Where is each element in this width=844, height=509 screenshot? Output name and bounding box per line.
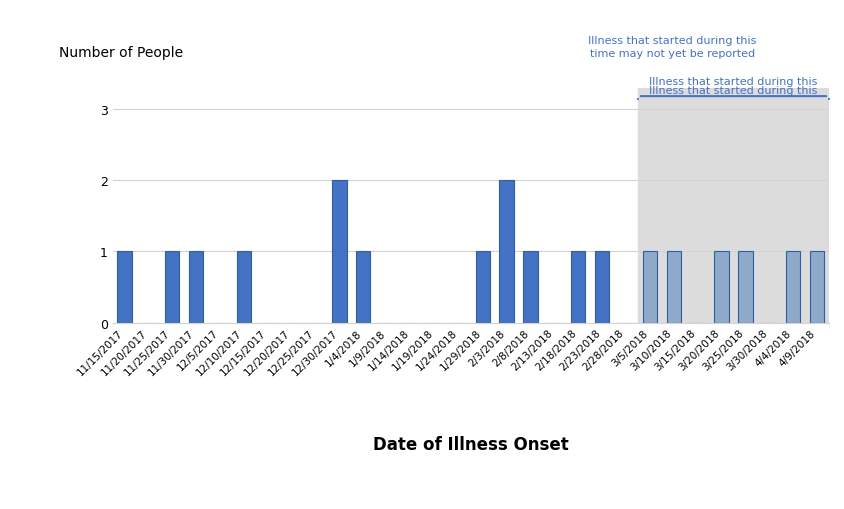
Text: Number of People: Number of People	[59, 46, 183, 60]
Bar	[475, 252, 490, 323]
Text: Illness that started during this: Illness that started during this	[588, 36, 756, 46]
Bar	[356, 252, 371, 323]
Text: time may not yet be reported: time may not yet be reported	[590, 49, 755, 59]
Bar	[189, 252, 203, 323]
Bar	[571, 252, 586, 323]
Bar	[667, 252, 681, 323]
Bar	[333, 181, 347, 323]
Bar	[810, 252, 825, 323]
Text: Illness that started during this: Illness that started during this	[649, 86, 818, 96]
Bar	[237, 252, 252, 323]
Bar	[786, 252, 800, 323]
Bar	[523, 252, 538, 323]
Bar	[643, 252, 657, 323]
Bar	[738, 252, 753, 323]
Text: Illness that started during this: Illness that started during this	[649, 77, 818, 87]
Bar	[714, 252, 728, 323]
Bar	[638, 89, 829, 323]
X-axis label: Date of Illness Onset: Date of Illness Onset	[373, 435, 569, 454]
Bar	[500, 181, 514, 323]
Bar	[165, 252, 180, 323]
Bar	[595, 252, 609, 323]
Bar	[117, 252, 132, 323]
